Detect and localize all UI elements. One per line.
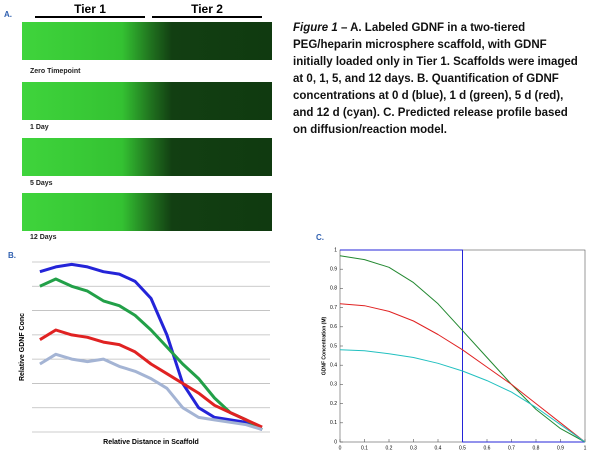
tier-label: Tier 2 — [152, 2, 262, 18]
tier-label: Tier 1 — [35, 2, 145, 18]
series-line — [39, 328, 263, 429]
y-tick-label: 0.7 — [330, 305, 337, 311]
y-tick-label: 0.2 — [330, 401, 337, 407]
series-line — [339, 303, 586, 443]
strip-label: 12 Days — [30, 234, 57, 241]
y-axis-label: Relative GDNF Conc — [19, 313, 26, 381]
y-tick-label: 0.8 — [330, 286, 337, 292]
panel-label: A. — [4, 10, 12, 19]
x-tick-label: 0.6 — [484, 445, 491, 451]
series-line — [39, 352, 263, 432]
x-tick-label: 0.4 — [435, 445, 442, 451]
x-tick-label: 0.1 — [361, 445, 368, 451]
x-tick-label: 0.7 — [508, 445, 515, 451]
series-line — [39, 262, 263, 431]
plot-frame — [32, 262, 270, 432]
y-tick-label: 0.5 — [330, 343, 337, 349]
series-line — [340, 249, 585, 443]
scaffold-image — [22, 82, 272, 120]
x-tick-label: 0 — [339, 445, 342, 451]
strip-label: 1 Day — [30, 124, 49, 131]
x-axis-label: Relative Distance in Scaffold — [103, 439, 199, 446]
y-tick-label: 1 — [334, 247, 337, 253]
y-tick-label: 0.4 — [330, 363, 337, 369]
panel-label: C. — [316, 233, 324, 242]
caption-lead: Figure 1 — [293, 22, 338, 34]
y-axis-label: GDNF Concentration (M) — [321, 317, 327, 376]
x-tick-label: 0.5 — [459, 445, 466, 451]
y-tick-label: 0 — [334, 439, 337, 445]
x-tick-label: 1 — [584, 445, 587, 451]
x-tick-label: 0.3 — [410, 445, 417, 451]
caption: Figure 1 – A. Labeled GDNF in a two-tier… — [293, 20, 583, 139]
series-line — [39, 277, 263, 431]
strip-label: 5 Days — [30, 180, 53, 187]
caption-text: – A. Labeled GDNF in a two-tiered PEG/he… — [293, 22, 578, 136]
x-tick-label: 0.8 — [533, 445, 540, 451]
panel-label: B. — [8, 251, 16, 260]
strip-label: Zero Timepoint — [30, 68, 81, 75]
y-tick-label: 0.9 — [330, 267, 337, 273]
scaffold-image — [22, 138, 272, 176]
x-tick-label: 0.9 — [557, 445, 564, 451]
scaffold-image — [22, 193, 272, 231]
y-tick-label: 0.3 — [330, 382, 337, 388]
series-line — [339, 349, 586, 443]
y-tick-label: 0.6 — [330, 324, 337, 330]
y-tick-label: 0.1 — [330, 420, 337, 426]
scaffold-image — [22, 22, 272, 60]
x-tick-label: 0.2 — [386, 445, 393, 451]
series-line — [339, 255, 586, 443]
